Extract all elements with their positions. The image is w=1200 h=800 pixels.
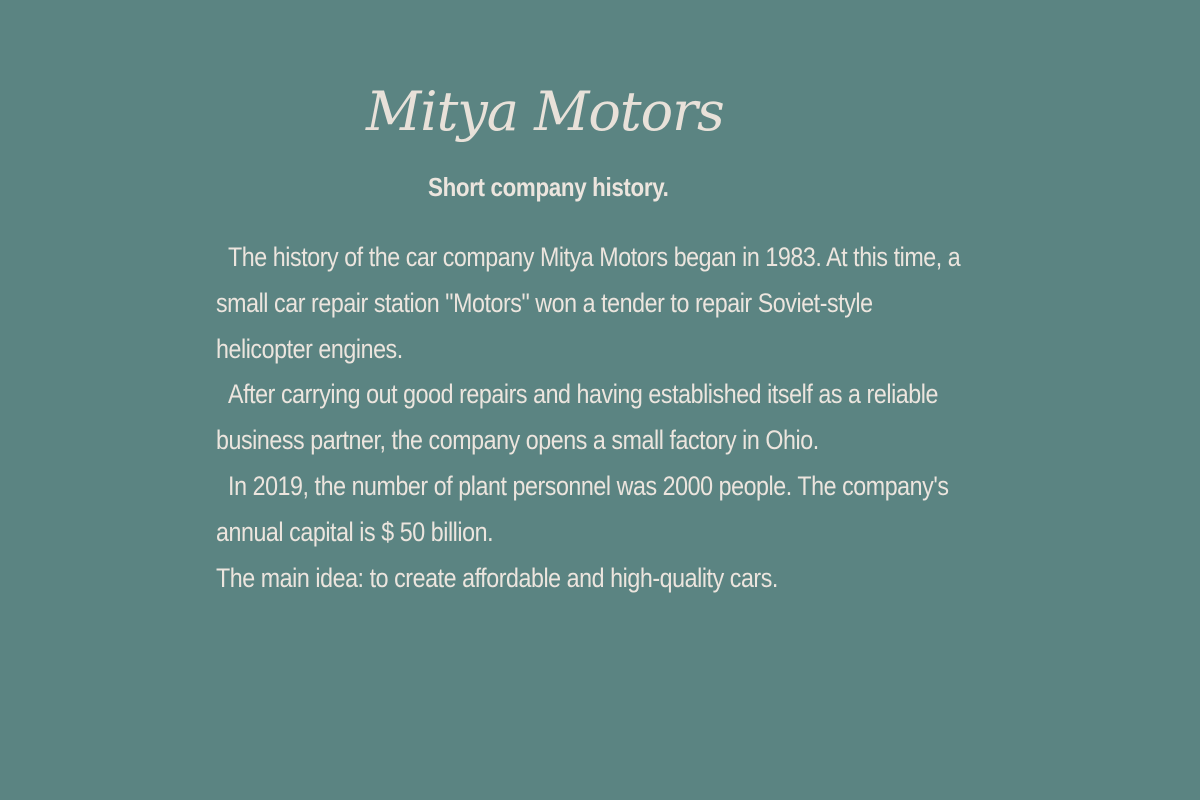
history-paragraph-factory: After carrying out good repairs and havi…: [216, 379, 945, 456]
history-paragraph-main-idea: The main idea: to create affordable and …: [216, 562, 778, 593]
history-paragraph-founding: The history of the car company Mitya Mot…: [216, 242, 967, 364]
page-subtitle: Short company history.: [428, 172, 669, 202]
history-text: The history of the car company Mitya Mot…: [216, 235, 973, 601]
history-paragraph-personnel: In 2019, the number of plant personnel w…: [216, 470, 955, 547]
page-title: Mitya Motors: [366, 80, 725, 143]
